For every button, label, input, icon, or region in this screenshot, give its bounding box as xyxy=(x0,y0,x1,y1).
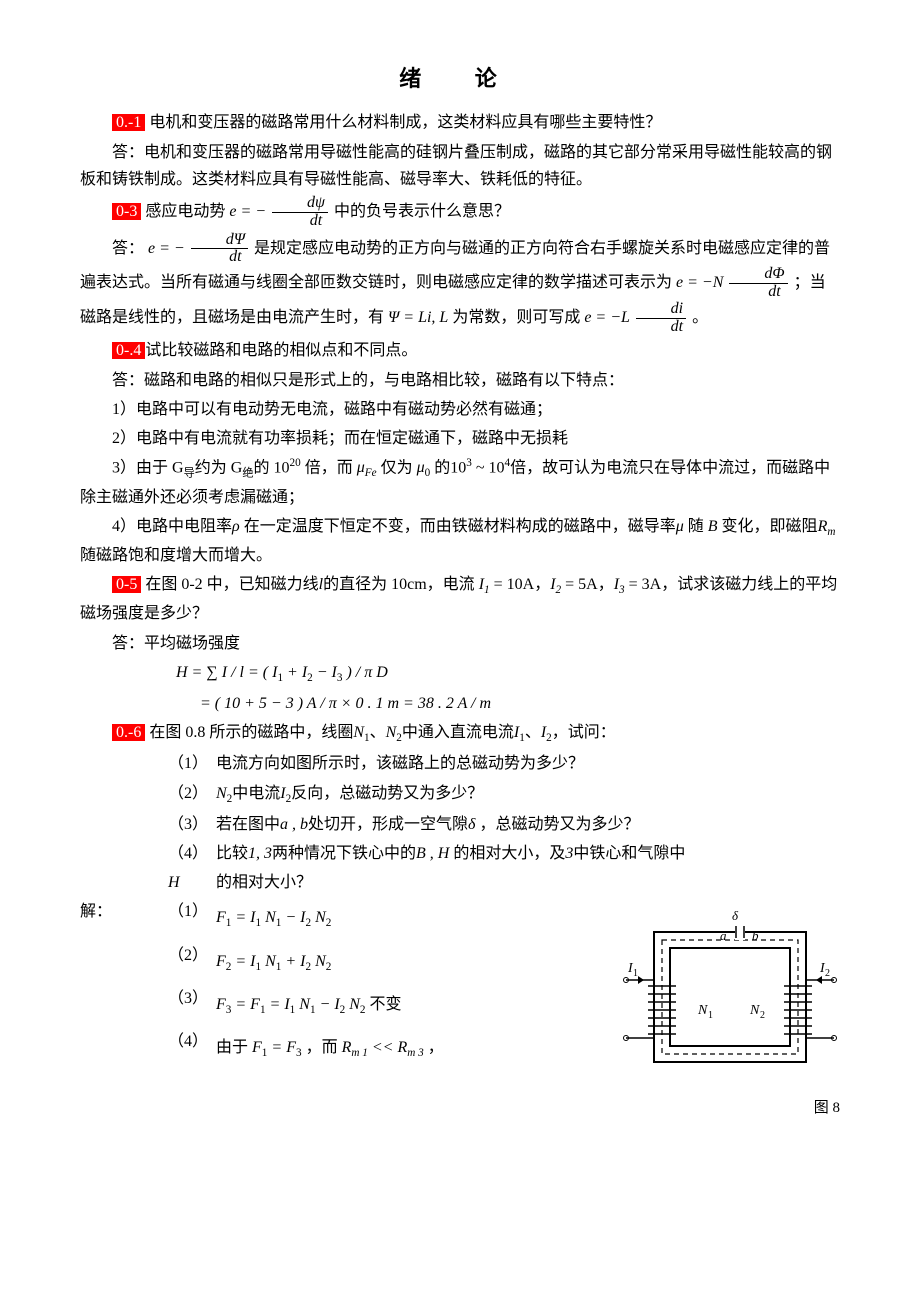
q04-l4: 4）电路中电阻率ρ 在一定温度下恒定不变，而由铁磁材料构成的磁路中，磁导率μ 随… xyxy=(80,513,840,569)
q01-text: 电机和变压器的磁路常用什么材料制成，这类材料应具有哪些主要特性？ xyxy=(145,114,661,131)
svg-text:δ: δ xyxy=(732,908,739,923)
q03-pre: 感应电动势 xyxy=(141,203,225,220)
q06-sol-3: （3） F3 = F1 = I1 N1 − I2 N2 不变 xyxy=(80,985,608,1026)
svg-text:a: a xyxy=(720,928,727,943)
q03-question: 0-3 感应电动势 e = − dψdt 中的负号表示什么意思？ xyxy=(80,195,840,230)
figure-0-8: δ a b I 1 I 2 N 1 xyxy=(620,902,840,1091)
q03-eq: e = − dψdt xyxy=(229,203,334,220)
svg-text:2: 2 xyxy=(760,1010,765,1021)
q04-l0: 答：磁路和电路的相似只是形式上的，与电路相比较，磁路有以下特点： xyxy=(80,367,840,394)
q06-p2: （2） N2中电流I2反向，总磁动势又为多少？ xyxy=(80,780,840,809)
svg-text:N: N xyxy=(749,1003,760,1018)
magnetic-circuit-svg: δ a b I 1 I 2 N 1 xyxy=(620,902,840,1082)
q06-p1: （1） 电流方向如图所示时，该磁路上的总磁动势为多少？ xyxy=(80,750,840,777)
q05-question: 0-5 在图 0-2 中，已知磁力线l的直径为 10cm，电流 I1 = 10A… xyxy=(80,571,840,627)
q05-eq1: H = ∑ I / l = ( I1 + I2 − I3 ) / π D xyxy=(80,659,840,688)
svg-text:1: 1 xyxy=(708,1010,713,1021)
q05-ans-lead: 答：平均磁场强度 xyxy=(80,630,840,657)
q06-p4: （4） 比较1, 3两种情况下铁心中的B , H 的相对大小，及3中铁心和气隙中 xyxy=(80,840,840,867)
q06-p3: （3） 若在图中a , b处切开，形成一空气隙δ ，总磁动势又为多少？ xyxy=(80,811,840,838)
svg-text:b: b xyxy=(752,928,759,943)
q03-answer: 答： e = − dΨdt 是规定感应电动势的正方向与磁通的正方向符合右手螺旋关… xyxy=(80,232,840,336)
figure-caption: 图 8 xyxy=(80,1096,840,1122)
q04-number: 0-.4 xyxy=(112,342,145,359)
q03-post: 中的负号表示什么意思？ xyxy=(334,203,510,220)
q01-answer: 答：电机和变压器的磁路常用导磁性能高的硅钢片叠压制成，磁路的其它部分常采用导磁性… xyxy=(80,139,840,193)
q06-sol-4: （4） 由于 F1 = F3 ，而 Rm 1 << Rm 3 ， xyxy=(80,1028,608,1069)
q06-number: 0.-6 xyxy=(112,724,145,741)
q06-p4b: H 的相对大小？ xyxy=(80,869,840,896)
q04-l1: 1）电路中可以有电动势无电流，磁路中有磁动势必然有磁通； xyxy=(80,396,840,423)
q06-sol-1: 解： （1） F1 = I1 N1 − I2 N2 xyxy=(80,898,608,939)
q05-eq2: = ( 10 + 5 − 3 ) A / π × 0 . 1 m = 38 . … xyxy=(80,690,840,717)
page-title: 绪 论 xyxy=(80,60,840,97)
q01-question: 0.-1 电机和变压器的磁路常用什么材料制成，这类材料应具有哪些主要特性？ xyxy=(80,109,840,136)
q05-number: 0-5 xyxy=(112,576,141,593)
svg-text:N: N xyxy=(697,1003,708,1018)
q04-l2: 2）电路中有电流就有功率损耗；而在恒定磁通下，磁路中无损耗 xyxy=(80,425,840,452)
q03-number: 0-3 xyxy=(112,203,141,220)
q04-l3: 3）由于 G导约为 G绝的 1020 倍，而 μFe 仅为 μ0 的103 ~ … xyxy=(80,454,840,511)
q01-number: 0.-1 xyxy=(112,114,145,131)
q06-lead: 0.-6 在图 0.8 所示的磁路中，线圈N1、N2中通入直流电流I1、I2，试… xyxy=(80,719,840,748)
svg-text:2: 2 xyxy=(825,968,830,979)
q03-ans-eqN: e = −N dΦdt xyxy=(676,274,794,291)
q04-title: 0-.4试比较磁路和电路的相似点和不同点。 xyxy=(80,337,840,364)
q03-ans-eq1: e = − dΨdt xyxy=(148,240,254,257)
svg-text:1: 1 xyxy=(633,968,638,979)
q03-ans-eqL: e = −L didt xyxy=(584,309,692,326)
q06-sol-2: （2） F2 = I1 N1 + I2 N2 xyxy=(80,942,608,983)
